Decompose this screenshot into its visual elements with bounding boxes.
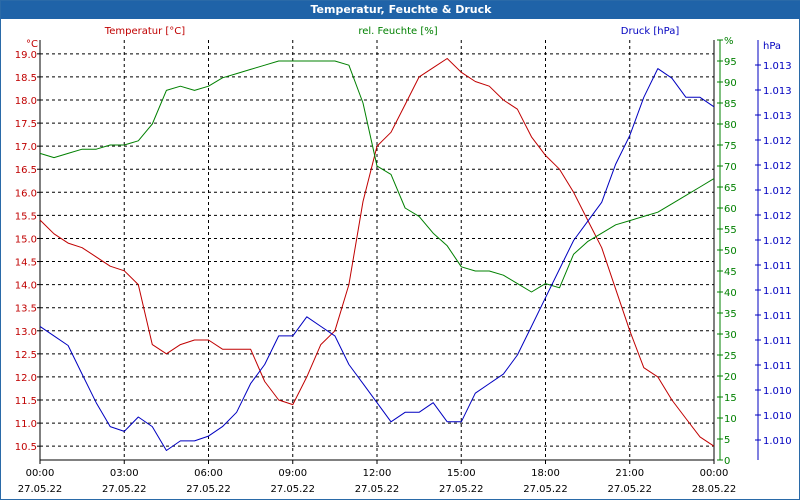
x-tick-time: 00:00 [700, 468, 729, 479]
x-tick-time: 09:00 [278, 468, 307, 479]
axes [37, 39, 761, 464]
temp-tick: 12.0 [15, 373, 37, 384]
temp-tick: 13.5 [15, 304, 37, 315]
pressure-tick: 1.011 [763, 261, 792, 272]
pressure-tick: hPa [763, 41, 781, 52]
pressure-tick: 1.011 [763, 361, 792, 372]
humidity-tick: 50 [724, 246, 737, 257]
humidity-tick: 40 [724, 288, 737, 299]
pressure-tick: 1.012 [763, 236, 792, 247]
pressure-tick: 1.012 [763, 186, 792, 197]
temp-tick: 18.5 [15, 73, 37, 84]
humidity-tick: 75 [724, 141, 737, 152]
temp-tick: 17.0 [15, 142, 37, 153]
temp-tick: 18.0 [15, 96, 37, 107]
x-tick-date: 27.05.22 [270, 484, 315, 495]
humidity-tick: 30 [724, 330, 737, 341]
temp-tick: 15.0 [15, 234, 37, 245]
x-tick-date: 27.05.22 [18, 484, 63, 495]
pressure-tick: 1.011 [763, 311, 792, 322]
humidity-tick: 55 [724, 225, 737, 236]
temp-tick: 16.0 [15, 188, 37, 199]
temp-unit-label: °C [26, 39, 38, 50]
x-tick-date: 27.05.22 [102, 484, 147, 495]
humidity-tick: 20 [724, 372, 737, 383]
pressure-tick: 1.010 [763, 411, 792, 422]
pressure-tick: 1.010 [763, 386, 792, 397]
humidity-tick: % [724, 36, 734, 47]
temp-tick: 13.0 [15, 327, 37, 338]
temp-tick: 16.5 [15, 165, 37, 176]
temp-tick: 12.5 [15, 350, 37, 361]
temp-tick: 11.5 [15, 396, 37, 407]
temperature-line [39, 58, 715, 447]
x-tick-date: 27.05.22 [607, 484, 652, 495]
x-tick-date: 27.05.22 [439, 484, 484, 495]
pressure-tick: 1.012 [763, 161, 792, 172]
x-tick-time: 00:00 [26, 468, 55, 479]
x-tick-date: 27.05.22 [186, 484, 231, 495]
humidity-line [39, 60, 715, 293]
temp-tick: 10.5 [15, 442, 37, 453]
x-tick-time: 21:00 [615, 468, 644, 479]
x-tick-date: 28.05.22 [692, 484, 737, 495]
grid [40, 40, 714, 460]
x-tick-time: 18:00 [531, 468, 560, 479]
x-tick-time: 15:00 [447, 468, 476, 479]
humidity-tick: 80 [724, 120, 737, 131]
humidity-tick: 85 [724, 99, 737, 110]
temp-tick: 17.5 [15, 119, 37, 130]
humidity-tick: 35 [724, 309, 737, 320]
humidity-tick: 65 [724, 183, 737, 194]
x-tick-time: 06:00 [194, 468, 223, 479]
pressure-tick: 1.010 [763, 436, 792, 447]
x-tick-date: 27.05.22 [523, 484, 568, 495]
temp-tick: 14.0 [15, 281, 37, 292]
pressure-tick: 1.012 [763, 211, 792, 222]
pressure-tick: 1.011 [763, 286, 792, 297]
humidity-tick: 70 [724, 162, 737, 173]
humidity-tick: 60 [724, 204, 737, 215]
humidity-tick: 0 [724, 456, 730, 467]
humidity-tick: 95 [724, 57, 737, 68]
humidity-tick: 15 [724, 393, 737, 404]
temp-tick: 19.0 [15, 50, 37, 61]
chart-title: Temperatur, Feuchte & Druck [1, 1, 800, 19]
pressure-tick: 1.013 [763, 111, 792, 122]
humidity-axis-label: rel. Feuchte [%] [358, 26, 437, 37]
x-tick-time: 12:00 [363, 468, 392, 479]
humidity-tick: 10 [724, 414, 737, 425]
humidity-tick: 90 [724, 78, 737, 89]
temp-tick: 15.5 [15, 211, 37, 222]
pressure-tick: 1.012 [763, 136, 792, 147]
humidity-tick: 5 [724, 435, 730, 446]
temp-tick: 11.0 [15, 419, 37, 430]
humidity-tick: 45 [724, 267, 737, 278]
x-tick-time: 03:00 [110, 468, 139, 479]
pressure-tick: 1.011 [763, 336, 792, 347]
x-tick-date: 27.05.22 [355, 484, 400, 495]
temp-axis-label: Temperatur [°C] [104, 26, 185, 37]
temp-tick: 14.5 [15, 258, 37, 269]
humidity-tick: 25 [724, 351, 737, 362]
tick-labels: 00:00 27.05.22 03:00 27.05.22 06:00 27.05.22 0… [15, 36, 792, 495]
pressure-line [39, 68, 715, 451]
pressure-tick: 1.013 [763, 86, 792, 97]
pressure-tick: 1.013 [763, 61, 792, 72]
series-lines [39, 58, 715, 451]
pressure-axis-label: Druck [hPa] [621, 26, 680, 37]
